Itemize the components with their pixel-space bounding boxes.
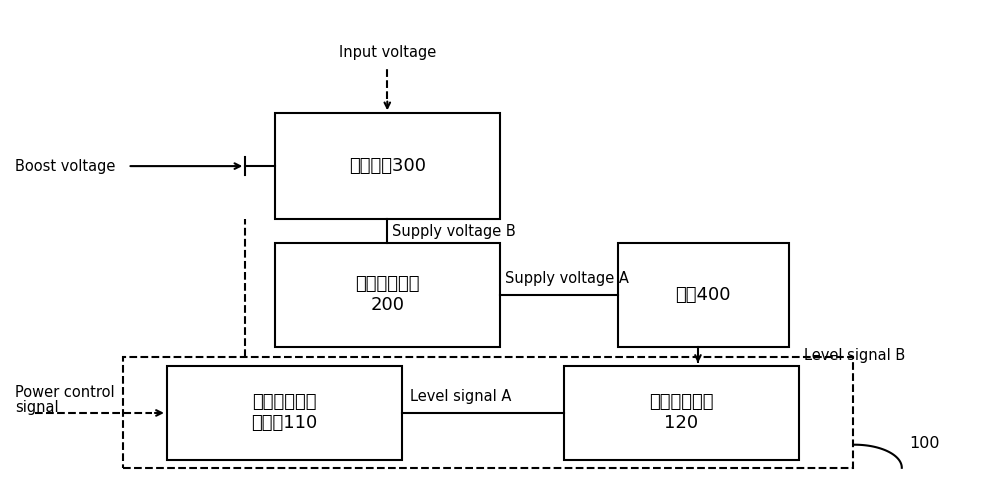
Text: Power control: Power control [15,385,115,401]
Text: signal: signal [15,400,59,415]
Bar [564,366,799,460]
Text: 电源400: 电源400 [676,286,731,304]
Text: 非交叠逻辑控
制模块110: 非交叠逻辑控 制模块110 [251,393,318,432]
Text: Level signal B: Level signal B [804,348,905,363]
Text: 电平转换模块
120: 电平转换模块 120 [649,393,714,432]
Bar [275,243,500,347]
Text: Input voltage: Input voltage [339,45,436,60]
Text: Boost voltage: Boost voltage [15,159,115,174]
Text: Supply voltage B: Supply voltage B [392,223,516,239]
Text: Level signal A: Level signal A [410,389,511,404]
Text: 电压采集电路
200: 电压采集电路 200 [355,275,420,314]
Bar [167,366,402,460]
Bar [618,243,789,347]
Text: Supply voltage A: Supply voltage A [505,272,629,286]
Bar [275,113,500,219]
Bar [123,357,853,468]
Text: 升压电路300: 升压电路300 [349,157,426,175]
Text: 100: 100 [910,436,940,451]
